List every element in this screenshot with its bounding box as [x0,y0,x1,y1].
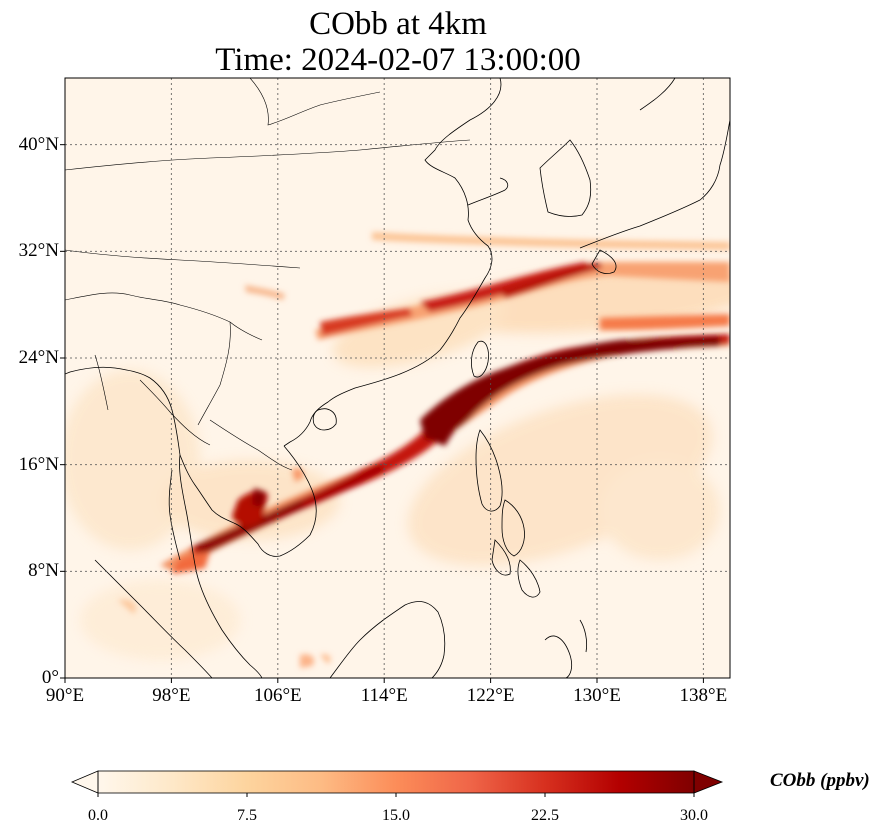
map-tickmarks [60,144,704,683]
colorbar-title: CObb (ppbv) [770,770,870,791]
colorbar-extend-high [693,770,724,794]
gridlines [65,78,730,678]
lon-tick-label: 122°E [466,685,515,706]
colorbar-extend-low [70,770,99,794]
colorbar-tick-label: 15.0 [382,807,410,824]
lon-tick-label: 106°E [253,685,302,706]
colorbar-tick-label: 0.0 [88,807,108,824]
lat-tick-label: 40°N [18,133,59,155]
colorbar-tickmarks [97,793,695,797]
lat-tick-label: 24°N [18,347,59,368]
colorbar-gradient [98,771,694,793]
lon-tick-label: 90°E [45,685,85,706]
concentration-field [65,232,730,668]
lon-tick-label: 98°E [152,685,191,706]
coastlines [65,78,730,678]
colorbar [70,770,724,797]
map-title: CObb at 4km [309,6,487,42]
lon-tick-label: 114°E [360,685,408,706]
lat-tick-label: 8°N [28,560,59,582]
lon-tick-label: 130°E [573,685,621,706]
lon-tick-label: 138°E [679,685,728,706]
lat-tick-label: 16°N [18,453,59,475]
map-frame [64,77,731,679]
lat-tick-label: 32°N [18,240,59,262]
lat-tick-label: 0° [41,667,59,688]
map-panel [65,78,730,678]
map-time: Time: 2024-02-07 13:00:00 [215,42,581,78]
colorbar-tick-label: 7.5 [237,807,257,824]
colorbar-tick-label: 22.5 [531,807,559,824]
colorbar-tick-label: 30.0 [680,807,708,824]
